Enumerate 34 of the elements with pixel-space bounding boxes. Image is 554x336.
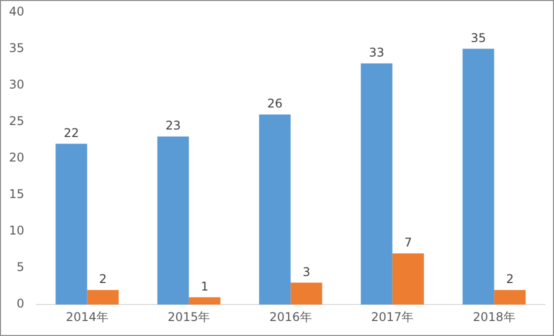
data-label: 22 [64, 126, 80, 140]
data-label: 26 [267, 96, 283, 111]
data-label: 1 [200, 279, 208, 294]
y-tick-label: 5 [16, 260, 24, 274]
bar [290, 282, 322, 305]
bar [259, 114, 291, 305]
data-label: 2 [506, 272, 514, 286]
bar [87, 290, 119, 305]
data-label: 33 [368, 45, 384, 60]
y-tick-label: 0 [16, 296, 24, 311]
x-tick-label: 2016年 [269, 310, 312, 324]
bar [392, 253, 424, 305]
bar [360, 63, 392, 305]
bar [494, 290, 526, 305]
bar [462, 48, 494, 305]
data-label: 3 [302, 264, 310, 279]
x-tick-label: 2015年 [168, 310, 210, 324]
x-tick-label: 2018年 [472, 310, 516, 324]
y-tick-label: 10 [8, 224, 24, 238]
y-tick-label: 15 [8, 187, 24, 202]
x-tick-label: 2017年 [371, 310, 414, 324]
bar [56, 144, 88, 305]
data-label: 7 [404, 236, 412, 250]
data-label: 2 [99, 272, 107, 286]
bar [188, 297, 220, 305]
x-tick-label: 2014年 [66, 310, 108, 324]
y-tick-label: 30 [8, 77, 24, 92]
data-label: 23 [165, 118, 181, 133]
data-label: 35 [470, 30, 486, 45]
bar [157, 136, 189, 305]
y-tick-label: 25 [8, 114, 24, 128]
y-tick-label: 20 [8, 150, 24, 165]
y-tick-label: 40 [8, 4, 24, 18]
y-tick-label: 35 [8, 40, 24, 55]
